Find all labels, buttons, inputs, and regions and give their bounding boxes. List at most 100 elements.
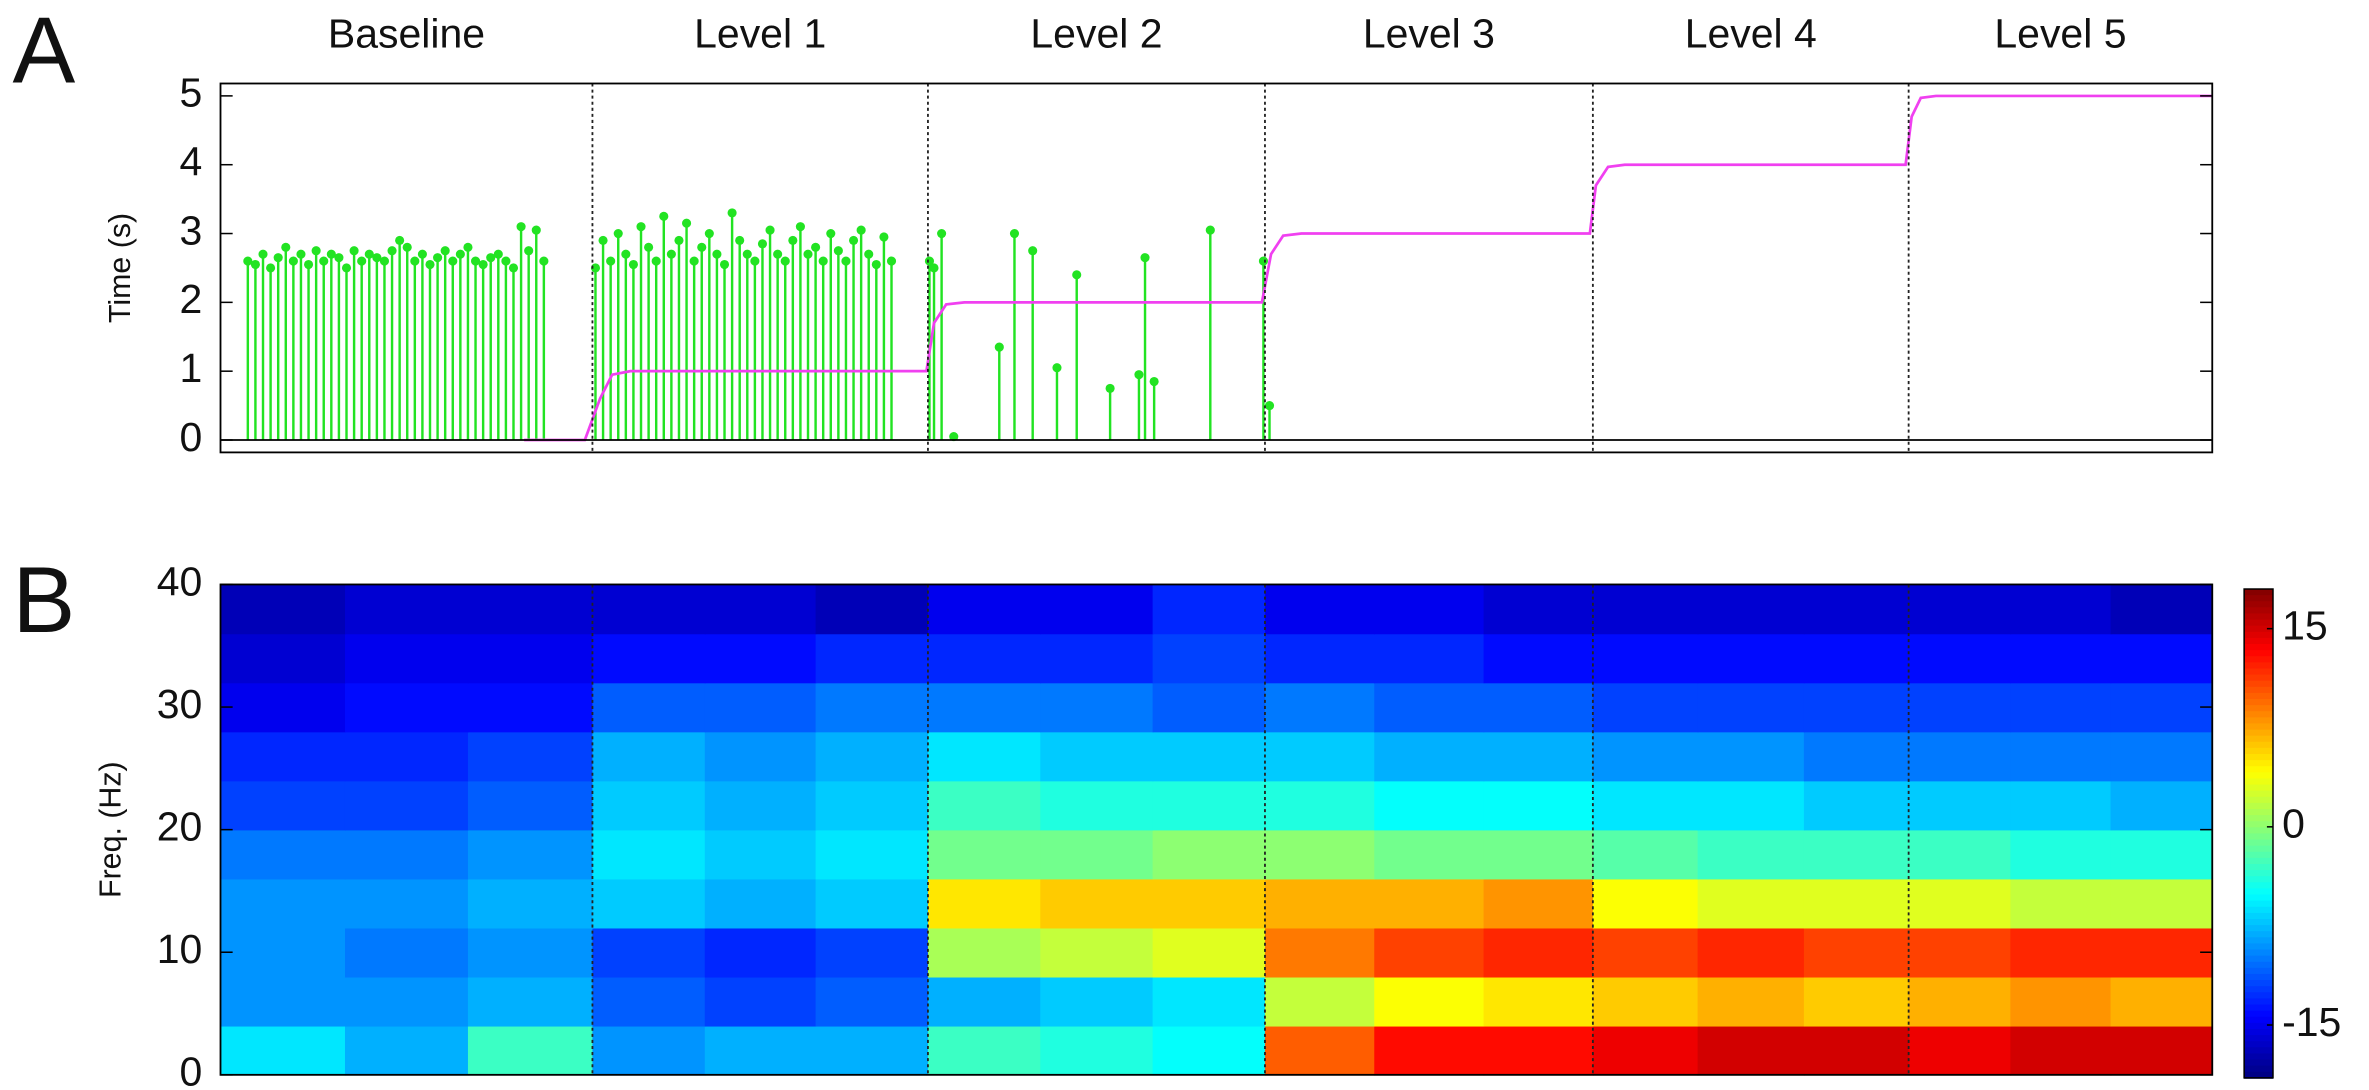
heat-cell — [1152, 1025, 1266, 1076]
heat-cell — [2110, 829, 2214, 880]
colorbar-segment — [2244, 906, 2273, 914]
colorbar-segment — [2244, 967, 2273, 975]
colorbar-segment — [2244, 980, 2273, 988]
stem-marker — [1009, 228, 1020, 239]
stem-marker — [606, 256, 616, 266]
stem-marker — [250, 259, 260, 270]
stem-marker — [508, 263, 519, 273]
heat-cell — [1152, 780, 1266, 831]
stem-marker — [621, 249, 631, 259]
stem-marker — [712, 249, 722, 259]
stem-marker — [281, 242, 291, 252]
colorbar-tick-label: -15 — [2282, 999, 2341, 1045]
heat-cell — [1040, 927, 1154, 978]
heat-cell — [1374, 682, 1485, 733]
section-label: Level 2 — [1030, 10, 1162, 56]
heat-cell — [467, 731, 594, 782]
heat-cell — [1803, 731, 1910, 782]
heat-cell — [1592, 682, 1699, 733]
colorbar-segment — [2244, 888, 2273, 896]
heat-cell — [2110, 1025, 2214, 1076]
colorbar-segment — [2244, 729, 2273, 737]
stem-marker — [937, 228, 947, 239]
stem-marker — [727, 208, 737, 218]
y-axis-label: Freq. (Hz) — [95, 761, 128, 898]
colorbar-tick-label: 0 — [2282, 801, 2305, 847]
y-tick-label: 0 — [179, 1049, 202, 1090]
heat-cell — [1264, 731, 1376, 782]
colorbar-segment — [2244, 674, 2273, 682]
heat-cell — [1483, 584, 1594, 635]
panel-label: B — [13, 547, 76, 652]
heat-cell — [1908, 780, 2012, 831]
stem-marker — [780, 256, 790, 266]
heat-cell — [2010, 584, 2112, 635]
heat-cell — [927, 976, 1042, 1027]
heat-cell — [1803, 780, 1910, 831]
heat-cell — [815, 682, 929, 733]
heat-cell — [704, 682, 817, 733]
heat-cell — [2010, 1025, 2112, 1076]
colorbar-segment — [2244, 845, 2273, 853]
heat-cell — [1264, 976, 1376, 1027]
colorbar-segment — [2244, 631, 2273, 639]
heat-cell — [1264, 878, 1376, 929]
heat-cell — [592, 927, 706, 978]
stem-marker — [841, 256, 851, 266]
heat-cell — [1483, 829, 1594, 880]
y-tick-label: 4 — [179, 139, 202, 185]
heat-cell — [2010, 829, 2112, 880]
stem-marker — [613, 228, 623, 239]
colorbar-frame — [2243, 588, 2274, 1079]
heat-cell — [467, 584, 594, 635]
colorbar-segment — [2244, 943, 2273, 951]
heat-cell — [927, 584, 1042, 635]
heat-cell — [1592, 780, 1699, 831]
colorbar-segment — [2244, 998, 2273, 1006]
colorbar-segment — [2244, 711, 2273, 719]
stem-marker — [319, 256, 329, 266]
colorbar-segment — [2244, 668, 2273, 676]
heat-cell — [467, 1025, 594, 1076]
heat-cell — [344, 878, 469, 929]
plot-frame — [219, 583, 2214, 1076]
colorbar-segment — [2244, 589, 2273, 597]
heat-cell — [344, 829, 469, 880]
stem-marker — [273, 253, 283, 263]
colorbar-segment — [2244, 760, 2273, 768]
stem-marker — [334, 253, 344, 263]
colorbar-segment — [2244, 790, 2273, 798]
colorbar-segment — [2244, 851, 2273, 859]
colorbar-segment — [2244, 986, 2273, 994]
heat-cell — [927, 829, 1042, 880]
heat-cell — [592, 731, 706, 782]
heat-cell — [1697, 584, 1805, 635]
colorbar-segment — [2244, 955, 2273, 963]
stem-marker — [501, 256, 511, 266]
y-tick-label: 3 — [179, 207, 202, 253]
heat-cell — [467, 829, 594, 880]
heat-cell — [1264, 584, 1376, 635]
heat-cell — [815, 584, 929, 635]
colorbar-segment — [2244, 619, 2273, 627]
heat-cell — [1592, 731, 1699, 782]
colorbar-segment — [2244, 1053, 2273, 1061]
y-tick-label: 30 — [157, 681, 203, 727]
heat-cell — [1483, 1025, 1594, 1076]
colorbar-segment — [2244, 741, 2273, 749]
heat-cell — [1803, 1025, 1910, 1076]
colorbar-segment — [2244, 1065, 2273, 1073]
heat-cell — [467, 633, 594, 684]
heat-cell — [1040, 878, 1154, 929]
heat-cell — [592, 584, 706, 635]
stem-marker — [425, 259, 435, 270]
stem-marker — [387, 246, 397, 256]
stem-marker — [402, 242, 412, 252]
heat-cell — [220, 927, 346, 978]
heat-cell — [1152, 731, 1266, 782]
stem-marker — [929, 263, 939, 273]
heat-cell — [704, 633, 817, 684]
heat-cell — [344, 976, 469, 1027]
heat-cell — [1264, 927, 1376, 978]
heat-cell — [1374, 584, 1485, 635]
